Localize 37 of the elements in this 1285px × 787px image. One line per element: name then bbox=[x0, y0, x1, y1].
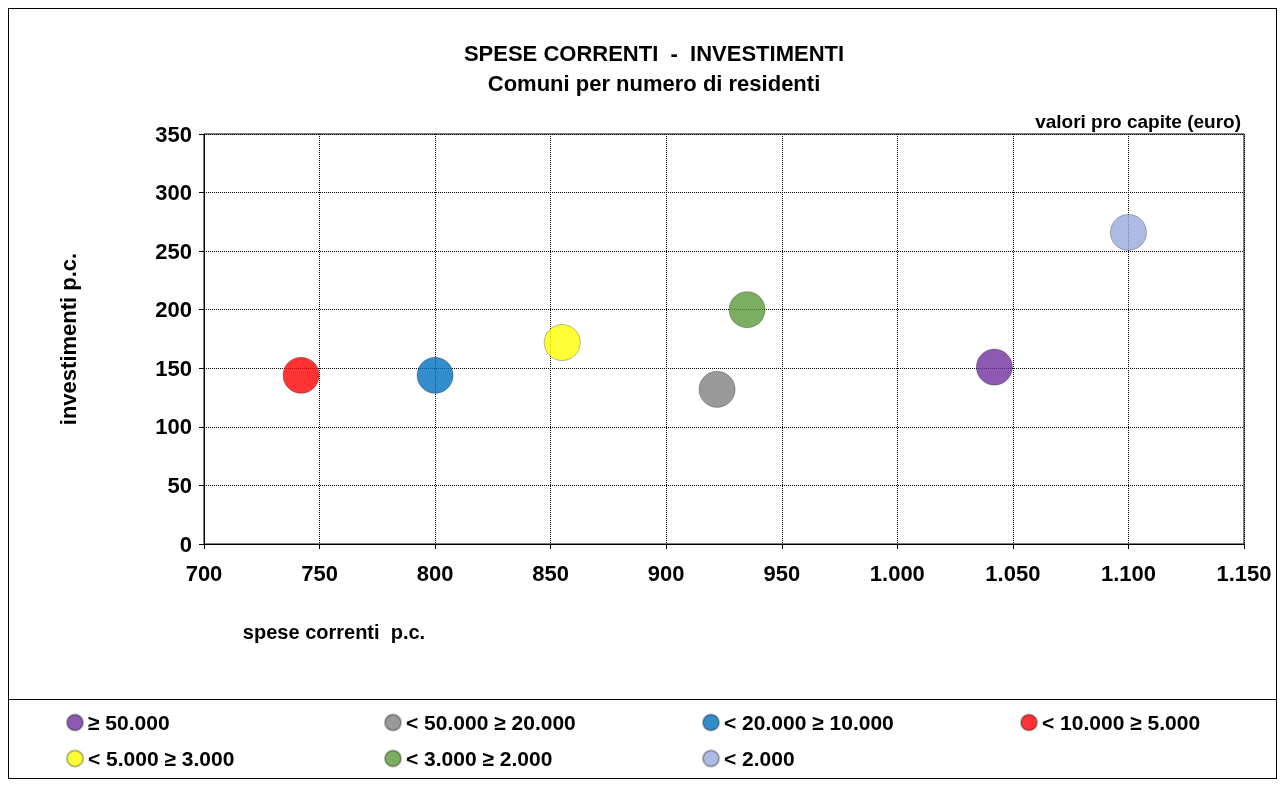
x-tick-label: 900 bbox=[647, 560, 685, 586]
point bbox=[543, 324, 581, 361]
chart-title: SPESE CORRENTI - INVESTIMENTI bbox=[463, 40, 845, 66]
y-tick-label: 200 bbox=[155, 297, 192, 323]
y-tick-label: 0 bbox=[179, 531, 192, 557]
legend-label: < 3.000 ≥ 2.000 bbox=[406, 747, 553, 770]
y-axis-title: investimenti p.c. bbox=[55, 252, 81, 426]
x-tick-label: 1.050 bbox=[985, 560, 1041, 586]
text: valori pro capite (euro) bbox=[1035, 111, 1241, 132]
legend-label: < 10.000 ≥ 5.000 bbox=[1042, 711, 1201, 734]
x-tick-label: 1.100 bbox=[1100, 560, 1156, 586]
legend-label: ≥ 50.000 bbox=[88, 711, 170, 734]
x-tick-label: 1.150 bbox=[1216, 560, 1272, 586]
legend-label: < 50.000 ≥ 20.000 bbox=[406, 711, 576, 734]
point bbox=[282, 356, 320, 394]
x-tick-label: 800 bbox=[416, 560, 454, 586]
legend-label: < 5.000 ≥ 3.000 bbox=[88, 747, 235, 770]
x-tick-label: 1.000 bbox=[869, 560, 925, 586]
y-tick-label: 50 bbox=[167, 472, 192, 498]
point bbox=[728, 291, 766, 329]
y-tick-label: 100 bbox=[155, 414, 192, 440]
legend-label: < 2.000 bbox=[724, 747, 795, 770]
x-axis-title: spese correnti p.c. bbox=[242, 621, 426, 643]
y-tick-label: 150 bbox=[155, 355, 192, 381]
point bbox=[1109, 213, 1147, 251]
x-tick-label: 850 bbox=[532, 560, 570, 586]
x-tick-label: 700 bbox=[185, 560, 223, 586]
y-tick-label: 250 bbox=[155, 238, 192, 264]
point bbox=[975, 348, 1013, 386]
legend-label: < 20.000 ≥ 10.000 bbox=[724, 711, 894, 734]
x-tick-label: 950 bbox=[763, 560, 801, 586]
point bbox=[416, 356, 454, 394]
y-tick-label: 300 bbox=[155, 180, 192, 206]
chart-subtitle: Comuni per numero di residenti bbox=[487, 70, 821, 96]
y-tick-label: 350 bbox=[155, 121, 192, 147]
point bbox=[698, 370, 736, 408]
x-tick-label: 750 bbox=[301, 560, 338, 586]
